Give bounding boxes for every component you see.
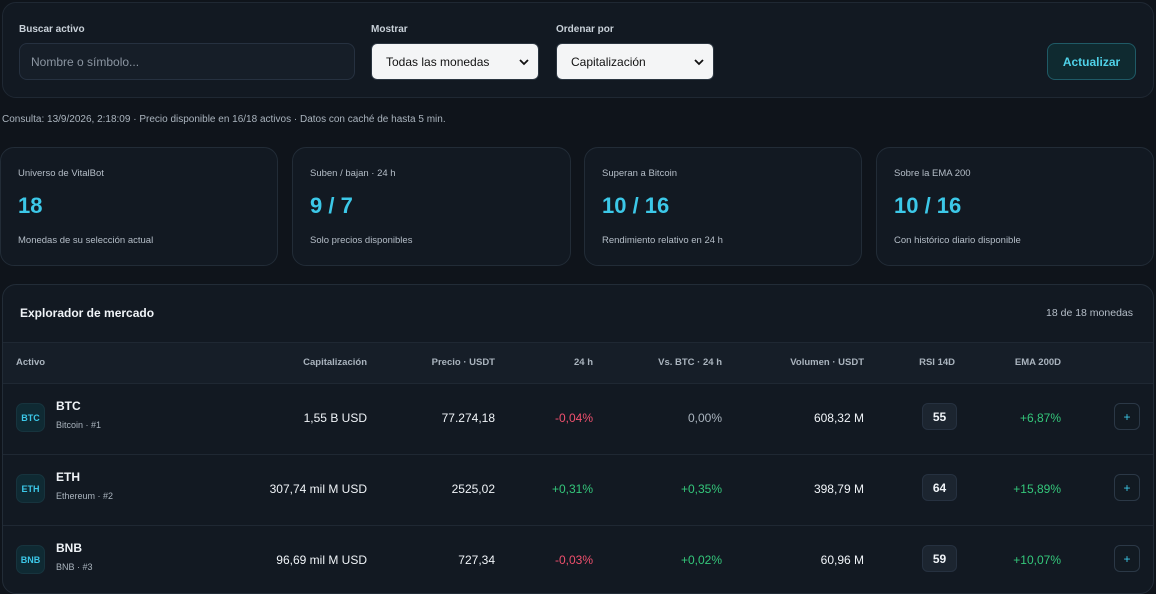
kpi-value: 18	[18, 193, 43, 218]
change-24h-cell: -0,03%	[554, 553, 593, 567]
chevron-down-icon	[519, 59, 529, 66]
table-row[interactable]: ETH ETH Ethereum · #2 307,74 mil M USD 2…	[3, 454, 1153, 526]
show-label: Mostrar	[371, 24, 408, 35]
show-select[interactable]: Todas las monedas	[371, 43, 539, 80]
kpi-value: 9 / 7	[310, 193, 353, 218]
search-input[interactable]	[19, 43, 355, 80]
add-button[interactable]: +	[1114, 474, 1140, 501]
kpi-value: 10 / 16	[602, 193, 670, 218]
header-ema[interactable]: EMA 200D	[1014, 357, 1061, 368]
kpi-card-universe: Universo de VitalBot 18 Monedas de su se…	[0, 147, 278, 266]
change-24h-cell: +0,31%	[551, 482, 593, 496]
header-asset[interactable]: Activo	[16, 357, 46, 368]
market-explorer: Explorador de mercado 18 de 18 monedas A…	[2, 284, 1154, 594]
coin-badge: ETH	[16, 474, 45, 503]
cap-cell: 1,55 B USD	[303, 411, 367, 425]
sort-select[interactable]: Capitalización	[556, 43, 714, 80]
header-price[interactable]: Precio · USDT	[431, 357, 495, 368]
show-select-value: Todas las monedas	[386, 54, 490, 69]
header-vs-btc[interactable]: Vs. BTC · 24 h	[658, 357, 722, 368]
explorer-count: 18 de 18 monedas	[1046, 307, 1133, 319]
sort-label: Ordenar por	[556, 24, 614, 35]
kpi-subtitle: Solo precios disponibles	[310, 235, 413, 246]
coin-badge: BTC	[16, 403, 45, 432]
coin-name: BNB · #3	[56, 562, 93, 572]
change-24h-cell: -0,04%	[554, 411, 593, 425]
header-cap[interactable]: Capitalización	[303, 357, 367, 368]
kpi-value: 10 / 16	[894, 193, 962, 218]
kpi-title: Suben / bajan · 24 h	[310, 168, 396, 179]
vs-btc-cell: +0,35%	[680, 482, 722, 496]
add-button[interactable]: +	[1114, 403, 1140, 430]
rsi-badge: 64	[922, 474, 957, 501]
kpi-card-ema: Sobre la EMA 200 10 / 16 Con histórico d…	[876, 147, 1154, 266]
price-cell: 727,34	[458, 553, 495, 567]
sort-select-value: Capitalización	[571, 54, 646, 69]
ema-cell: +6,87%	[1019, 411, 1061, 425]
header-volume[interactable]: Volumen · USDT	[790, 357, 864, 368]
table-row[interactable]: BNB BNB BNB · #3 96,69 mil M USD 727,34 …	[3, 525, 1153, 593]
volume-cell: 398,79 M	[813, 482, 864, 496]
kpi-title: Sobre la EMA 200	[894, 168, 971, 179]
price-cell: 77.274,18	[441, 411, 495, 425]
coin-name: Ethereum · #2	[56, 491, 114, 501]
kpi-card-beat-btc: Superan a Bitcoin 10 / 16 Rendimiento re…	[584, 147, 862, 266]
price-cell: 2525,02	[451, 482, 495, 496]
add-button[interactable]: +	[1114, 545, 1140, 572]
header-24h[interactable]: 24 h	[573, 357, 593, 368]
kpi-subtitle: Monedas de su selección actual	[18, 235, 154, 246]
kpi-title: Superan a Bitcoin	[602, 168, 677, 179]
update-button[interactable]: Actualizar	[1047, 43, 1136, 80]
cap-cell: 96,69 mil M USD	[276, 553, 367, 567]
volume-cell: 60,96 M	[820, 553, 864, 567]
rsi-badge: 59	[922, 545, 957, 572]
vs-btc-cell: 0,00%	[687, 411, 722, 425]
rsi-badge: 55	[922, 403, 957, 430]
volume-cell: 608,32 M	[813, 411, 864, 425]
coin-name: Bitcoin · #1	[56, 420, 102, 430]
coin-symbol: BTC	[56, 399, 81, 413]
coin-symbol: BNB	[56, 541, 82, 555]
vs-btc-cell: +0,02%	[680, 553, 722, 567]
ema-cell: +10,07%	[1013, 553, 1061, 567]
ema-cell: +15,89%	[1013, 482, 1061, 496]
coin-symbol: ETH	[56, 470, 80, 484]
kpi-title: Universo de VitalBot	[18, 168, 104, 179]
query-status: Consulta: 13/9/2026, 2:18:09 · Precio di…	[2, 114, 446, 125]
cap-cell: 307,74 mil M USD	[269, 482, 367, 496]
header-rsi[interactable]: RSI 14D	[919, 357, 955, 368]
explorer-title: Explorador de mercado	[20, 306, 155, 320]
table-row[interactable]: BTC BTC Bitcoin · #1 1,55 B USD 77.274,1…	[3, 383, 1153, 455]
chevron-down-icon	[694, 59, 704, 66]
filters-panel: Buscar activo Mostrar Todas las monedas …	[2, 2, 1154, 98]
search-label: Buscar activo	[19, 24, 85, 35]
coin-badge: BNB	[16, 545, 45, 574]
kpi-card-up-down: Suben / bajan · 24 h 9 / 7 Solo precios …	[292, 147, 571, 266]
kpi-subtitle: Con histórico diario disponible	[894, 235, 1021, 246]
table-header: Activo Capitalización Precio · USDT 24 h…	[3, 342, 1153, 384]
kpi-subtitle: Rendimiento relativo en 24 h	[602, 235, 723, 246]
